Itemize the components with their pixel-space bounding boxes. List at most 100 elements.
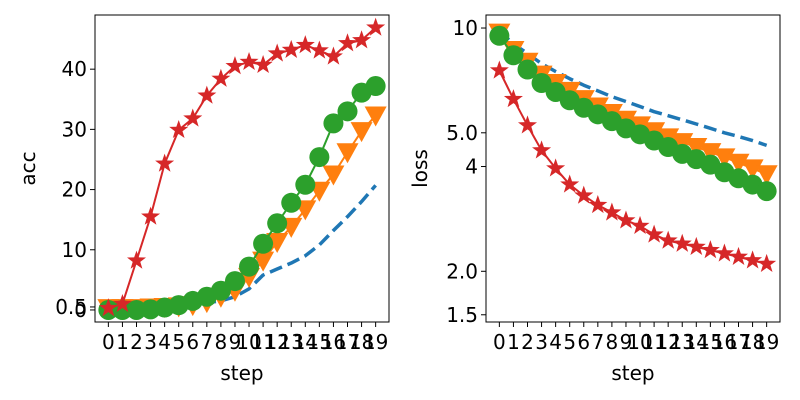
series-3 (489, 60, 777, 273)
data-point-circle (365, 76, 386, 97)
data-point-star (295, 35, 315, 54)
data-point-star (517, 115, 538, 134)
x-tick-label: 0 (493, 330, 506, 354)
data-point-star (546, 158, 566, 177)
data-point-star (352, 30, 372, 49)
y-tick-label: 2.0 (446, 259, 478, 283)
data-point-circle (323, 113, 344, 134)
data-point-circle (210, 280, 231, 301)
series-3 (98, 17, 386, 317)
x-tick-label: 9 (620, 330, 633, 354)
data-point-star (267, 43, 287, 62)
x-tick-label: 10 (236, 330, 261, 354)
data-point-star (98, 298, 118, 317)
x-axis-label: step (611, 361, 654, 385)
x-tick-label: 2 (521, 330, 534, 354)
data-point-circle (756, 181, 777, 202)
data-point-star (532, 140, 552, 159)
series-0-line (498, 29, 768, 148)
data-point-star (560, 174, 580, 193)
data-point-triangle (364, 106, 387, 127)
data-point-star (728, 246, 749, 265)
data-point-circle (309, 147, 330, 168)
data-point-star (630, 215, 650, 235)
x-tick-label: 4 (549, 330, 562, 354)
x-tick-label: 13 (279, 330, 304, 354)
y-tick-label: 0 (74, 298, 87, 322)
data-point-star (616, 210, 636, 229)
data-point-star (239, 51, 259, 71)
x-tick-label: 14 (293, 330, 318, 354)
series-2 (98, 76, 386, 320)
data-point-star (574, 185, 594, 204)
axes-frame (485, 14, 781, 323)
data-point-star (757, 253, 777, 273)
x-tick-label: 19 (363, 330, 388, 354)
data-point-triangle (266, 232, 289, 253)
x-tick-label: 17 (726, 330, 751, 354)
x-tick-label: 14 (684, 330, 709, 354)
data-point-triangle (713, 148, 736, 169)
axes-frame (94, 14, 390, 323)
data-point-star (211, 68, 231, 87)
x-tick-label: 0 (102, 330, 115, 354)
series-0 (498, 29, 768, 148)
x-tick-label: 5 (563, 330, 576, 354)
y-tick-label: 10 (62, 238, 87, 262)
data-point-star (602, 202, 622, 221)
data-point-triangle (685, 138, 708, 159)
data-point-star (126, 250, 147, 269)
y-tick-label: 40 (62, 57, 87, 81)
data-point-triangle (252, 251, 275, 272)
x-tick-label: 18 (740, 330, 765, 354)
data-point-circle (503, 45, 524, 66)
x-tick-label: 16 (712, 330, 737, 354)
x-tick-label: 18 (349, 330, 374, 354)
x-tick-label: 16 (321, 330, 346, 354)
data-point-triangle (699, 143, 722, 164)
data-point-star (714, 243, 734, 262)
x-axis-label: step (220, 361, 263, 385)
y-tick-label: 10 (453, 16, 478, 40)
data-point-circle (517, 59, 538, 80)
x-tick-label: 4 (158, 330, 171, 354)
data-point-circle (239, 256, 260, 277)
y-tick-label: 4 (465, 155, 478, 179)
data-point-star (225, 56, 245, 75)
x-tick-label: 3 (535, 330, 548, 354)
x-tick-label: 12 (655, 330, 680, 354)
x-tick-label: 1 (116, 330, 129, 354)
x-tick-label: 1 (507, 330, 520, 354)
data-point-star (197, 85, 217, 104)
x-tick-label: 10 (627, 330, 652, 354)
x-tick-label: 11 (641, 330, 666, 354)
x-tick-label: 12 (264, 330, 289, 354)
x-tick-label: 7 (591, 330, 604, 354)
y-tick-label: 5.0 (446, 121, 478, 145)
data-point-circle (281, 192, 302, 213)
x-tick-label: 6 (577, 330, 590, 354)
x-tick-label: 8 (215, 330, 228, 354)
data-point-triangle (727, 153, 750, 174)
data-point-star (644, 224, 664, 243)
data-point-triangle (322, 165, 345, 186)
y-tick-label: 0.5 (55, 295, 87, 319)
data-point-star (658, 230, 678, 249)
data-point-star (112, 293, 132, 313)
data-point-star (183, 108, 203, 127)
data-point-star (155, 153, 175, 172)
data-point-circle (267, 213, 288, 234)
data-point-circle (295, 174, 316, 195)
x-tick-label: 15 (307, 330, 332, 354)
data-point-star (489, 60, 509, 79)
x-tick-label: 19 (754, 330, 779, 354)
y-axis-label: loss (408, 149, 432, 188)
data-point-star (700, 240, 720, 259)
x-tick-label: 7 (200, 330, 213, 354)
x-tick-label: 2 (130, 330, 143, 354)
data-point-circle (126, 299, 147, 320)
data-point-star (337, 33, 358, 52)
loss-subplot: 0 1 2 3 4 5 6 7 8 9101112131415161718191.52.045.0… (408, 14, 781, 385)
data-point-star (672, 233, 692, 252)
